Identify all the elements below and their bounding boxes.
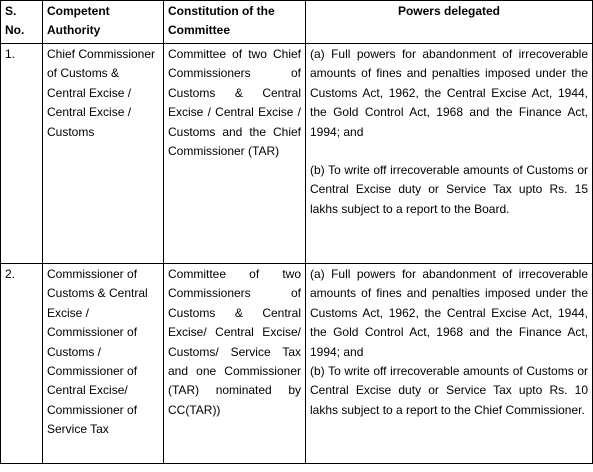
cell: 1. [0, 43, 43, 264]
row: 1. Chief Commissioner of Customs & Centr… [0, 43, 593, 264]
header-cell: Constitution of the Committee [163, 0, 306, 44]
cell: (a) Full powers for abandonment of irrec… [305, 263, 593, 464]
paragraph: (b) To write off irrecoverable amounts o… [310, 364, 588, 417]
header-row: S. No. Competent Authority Constitution … [0, 0, 593, 44]
paragraph: (a) Full powers for abandonment of irrec… [310, 47, 588, 139]
cell: Committee of two Chief Commissioners of … [163, 43, 306, 264]
header-cell: Powers delegated [305, 0, 593, 44]
header-cell: Competent Authority [42, 0, 164, 44]
cell: Chief Commissioner of Customs & Central … [42, 43, 164, 264]
header-cell: S. No. [0, 0, 43, 44]
paragraph: (a) Full powers for abandonment of irrec… [310, 267, 588, 359]
cell: 2. [0, 263, 43, 464]
paragraph: (b) To write off irrecoverable amounts o… [310, 163, 588, 216]
row: 2. Commissioner of Customs & Central Exc… [0, 263, 593, 464]
cell: (a) Full powers for abandonment of irrec… [305, 43, 593, 264]
cell: Committee of two Commissioners of Custom… [163, 263, 306, 464]
cell: Commissioner of Customs & Central Excise… [42, 263, 164, 464]
